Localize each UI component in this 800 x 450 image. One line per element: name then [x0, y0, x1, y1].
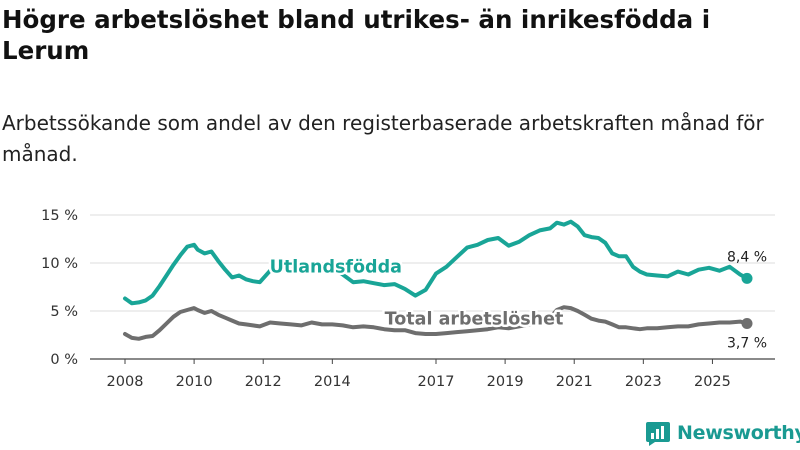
series-annotation: Total arbetslöshet — [385, 309, 564, 329]
series-end-label: 3,7 % — [727, 335, 767, 351]
x-tick-label: 2010 — [176, 374, 213, 390]
y-tick-label: 5 % — [50, 304, 78, 320]
line-chart: 0 % 5 % 10 % 15 % 2008 2010 2012 2014 2017 2019 20… — [41, 208, 775, 390]
series-end-point — [741, 272, 753, 284]
series-line-utlandsfodda — [123, 219, 749, 306]
chart-subtitle: Arbetssökande som andel av den registerb… — [2, 111, 764, 166]
x-tick-label: 2012 — [245, 374, 282, 390]
y-tick-label: 0 % — [50, 352, 78, 368]
x-tick-label: 2025 — [694, 374, 731, 390]
newsworthy-logo-icon — [646, 422, 670, 446]
newsworthy-logo: Newsworthy — [645, 418, 800, 448]
y-tick-label: 10 % — [41, 256, 78, 272]
x-tick-label: 2019 — [487, 374, 524, 390]
series-line-total — [123, 305, 749, 341]
x-tick-label: 2023 — [625, 374, 662, 390]
newsworthy-logo-text: Newsworthy — [677, 422, 800, 444]
x-tick-label: 2017 — [418, 374, 455, 390]
chart-title: Högre arbetslöshet bland utrikes- än inr… — [2, 5, 711, 65]
series-end-point — [741, 317, 753, 329]
series-annotation: Utlandsfödda — [270, 258, 402, 278]
x-tick-label: 2008 — [107, 374, 144, 390]
x-tick-label: 2021 — [556, 374, 593, 390]
series-end-label: 8,4 % — [727, 249, 767, 265]
x-tick-label: 2014 — [314, 374, 351, 390]
y-tick-label: 15 % — [41, 208, 78, 224]
